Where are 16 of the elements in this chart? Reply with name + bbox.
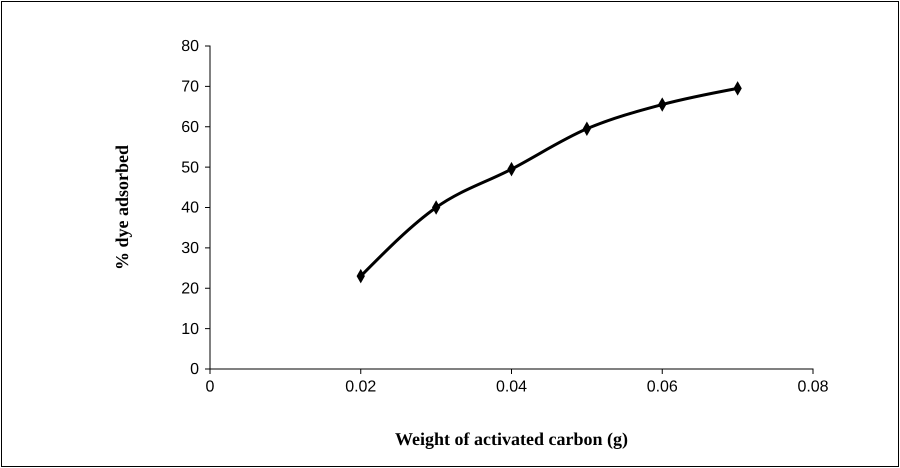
y-tick-label: 60 (181, 118, 200, 136)
y-axis-title: % dye adsorbed (112, 144, 132, 270)
y-tick-label: 30 (181, 240, 200, 257)
x-tick-label: 0.06 (646, 378, 678, 396)
x-tick-label: 0.04 (496, 378, 528, 396)
x-tick-label: 0 (206, 378, 215, 396)
y-tick-label: 40 (181, 200, 200, 217)
y-tick-label: 70 (181, 78, 200, 96)
x-tick-label: 0.02 (345, 378, 376, 396)
y-tick-label: 0 (190, 361, 200, 378)
y-tick-label: 80 (181, 38, 200, 56)
y-tick-label: 20 (181, 280, 200, 298)
y-tick-label: 50 (181, 159, 200, 176)
x-tick-label: 0.08 (797, 378, 829, 396)
y-tick-label: 10 (181, 320, 200, 338)
x-axis-title: Weight of activated carbon (g) (395, 429, 628, 449)
